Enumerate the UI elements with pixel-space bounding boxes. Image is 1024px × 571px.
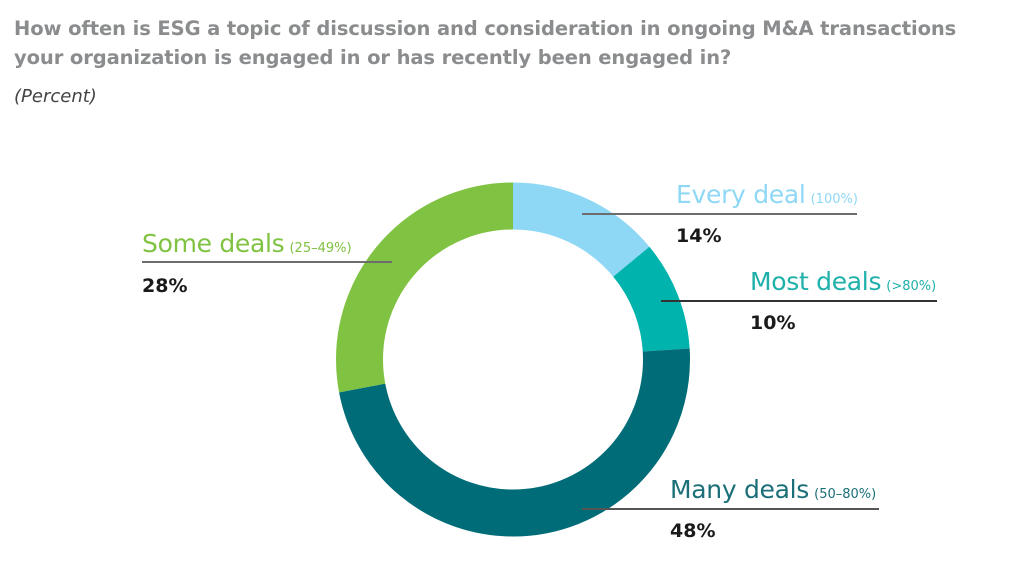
label-many-deals: Many deals (50–80%) (670, 475, 876, 504)
label-some-deals: Some deals (25–49%) (142, 229, 352, 258)
chart-title: How often is ESG a topic of discussion a… (14, 17, 957, 69)
label-every-deal: Every deal (100%) (676, 180, 858, 209)
label-many-deals-range: (50–80%) (814, 487, 877, 502)
leader-line-some-deals (142, 261, 392, 263)
label-most-deals-range: (>80%) (886, 279, 937, 294)
segment-many-deals (336, 182, 690, 537)
value-some-deals: 28% (142, 275, 188, 297)
chart-subtitle: (Percent) (14, 86, 97, 107)
label-every-deal-range: (100%) (810, 192, 858, 207)
value-most-deals: 10% (750, 312, 796, 334)
value-many-deals: 48% (670, 520, 716, 542)
segment-some-deals (336, 182, 690, 537)
label-most-deals: Most deals (>80%) (750, 267, 936, 296)
label-some-deals-name: Some deals (142, 229, 285, 258)
leader-line-every-deal (582, 213, 857, 215)
leader-line-most-deals (661, 300, 937, 302)
label-some-deals-range: (25–49%) (289, 241, 352, 256)
label-most-deals-name: Most deals (750, 267, 882, 296)
value-every-deal: 14% (676, 225, 722, 247)
label-every-deal-name: Every deal (676, 180, 806, 209)
leader-line-many-deals (582, 508, 879, 510)
label-many-deals-name: Many deals (670, 475, 810, 504)
